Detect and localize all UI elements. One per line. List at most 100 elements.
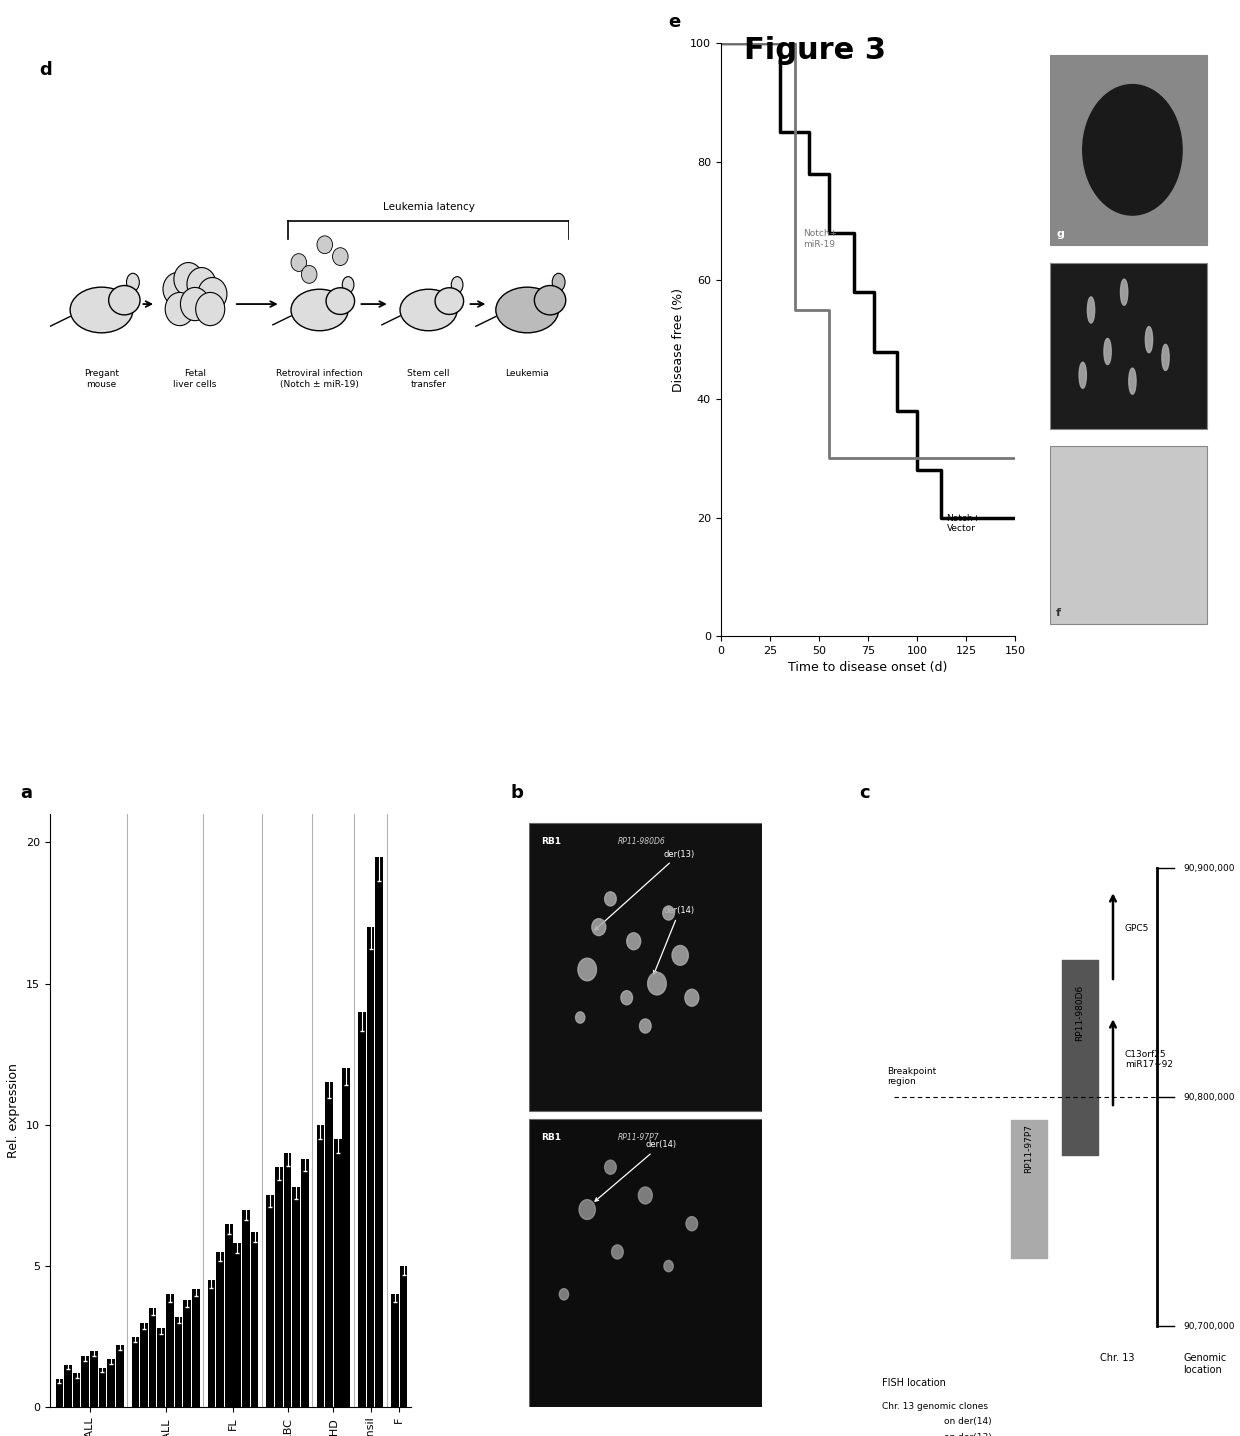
Text: Pregant
mouse: Pregant mouse bbox=[84, 369, 119, 389]
Text: Notch+
miR-19: Notch+ miR-19 bbox=[804, 230, 837, 248]
Circle shape bbox=[621, 991, 632, 1005]
Text: Notch+
Vector: Notch+ Vector bbox=[946, 514, 981, 533]
Circle shape bbox=[1087, 297, 1095, 323]
Text: Breakpoint
region: Breakpoint region bbox=[887, 1067, 936, 1087]
Circle shape bbox=[647, 972, 666, 995]
Text: der(14): der(14) bbox=[595, 1140, 677, 1200]
Bar bbox=[56, 1379, 63, 1407]
Bar bbox=[166, 1294, 174, 1407]
Bar bbox=[284, 1153, 291, 1407]
Ellipse shape bbox=[552, 273, 565, 292]
Circle shape bbox=[591, 919, 606, 936]
Y-axis label: Rel. expression: Rel. expression bbox=[7, 1063, 20, 1159]
Text: f: f bbox=[1056, 609, 1061, 619]
Circle shape bbox=[640, 1020, 651, 1032]
Text: Leukemia: Leukemia bbox=[506, 369, 549, 378]
Text: Leukemia latency: Leukemia latency bbox=[383, 202, 475, 213]
Bar bbox=[293, 1188, 300, 1407]
Bar bbox=[301, 1159, 309, 1407]
Text: 90,700,000: 90,700,000 bbox=[1183, 1323, 1235, 1331]
Circle shape bbox=[291, 254, 306, 271]
Text: Genomic
location: Genomic location bbox=[1183, 1353, 1226, 1374]
Bar bbox=[224, 1223, 233, 1407]
Circle shape bbox=[317, 236, 332, 254]
Bar bbox=[267, 1195, 274, 1407]
Circle shape bbox=[559, 1288, 569, 1300]
Circle shape bbox=[165, 293, 195, 326]
Circle shape bbox=[1121, 279, 1127, 306]
Circle shape bbox=[187, 267, 216, 300]
Ellipse shape bbox=[496, 287, 558, 333]
Circle shape bbox=[626, 933, 641, 949]
Ellipse shape bbox=[342, 277, 353, 293]
Bar bbox=[367, 928, 374, 1407]
Bar bbox=[334, 1139, 341, 1407]
Ellipse shape bbox=[435, 287, 464, 314]
Circle shape bbox=[1146, 326, 1153, 353]
Text: c: c bbox=[859, 784, 869, 803]
Text: on der(13): on der(13) bbox=[944, 1433, 991, 1436]
Bar bbox=[192, 1288, 200, 1407]
Circle shape bbox=[605, 892, 616, 906]
Text: Chr. 13: Chr. 13 bbox=[1100, 1353, 1135, 1363]
Circle shape bbox=[672, 945, 688, 965]
Bar bbox=[399, 1267, 408, 1407]
Circle shape bbox=[181, 287, 210, 320]
Bar bbox=[233, 1244, 241, 1407]
Text: der(13): der(13) bbox=[595, 850, 696, 931]
Text: RP11-980D6: RP11-980D6 bbox=[1075, 985, 1084, 1041]
Ellipse shape bbox=[451, 277, 463, 293]
Text: Fetal
liver cells: Fetal liver cells bbox=[174, 369, 217, 389]
Circle shape bbox=[639, 1188, 652, 1203]
Bar bbox=[157, 1328, 165, 1407]
Bar bbox=[184, 1300, 191, 1407]
Bar bbox=[149, 1308, 156, 1407]
Text: GPC5: GPC5 bbox=[1125, 923, 1149, 932]
Bar bbox=[107, 1360, 115, 1407]
Bar bbox=[64, 1364, 72, 1407]
Ellipse shape bbox=[291, 289, 348, 330]
Circle shape bbox=[684, 989, 699, 1007]
Text: der(14): der(14) bbox=[653, 906, 696, 974]
Ellipse shape bbox=[1083, 85, 1182, 215]
Bar bbox=[82, 1357, 89, 1407]
Circle shape bbox=[663, 1261, 673, 1272]
Text: RP11-97P7: RP11-97P7 bbox=[1024, 1124, 1033, 1173]
Bar bbox=[91, 1351, 98, 1407]
Circle shape bbox=[162, 273, 192, 306]
Bar bbox=[376, 856, 383, 1407]
Text: on der(14): on der(14) bbox=[944, 1417, 991, 1426]
Bar bbox=[131, 1337, 139, 1407]
Ellipse shape bbox=[401, 289, 458, 330]
Text: b: b bbox=[511, 784, 523, 803]
Bar bbox=[316, 1124, 325, 1407]
Text: Stem cell
transfer: Stem cell transfer bbox=[407, 369, 450, 389]
Bar bbox=[250, 1232, 258, 1407]
Ellipse shape bbox=[126, 273, 139, 292]
Bar bbox=[529, 1119, 761, 1407]
Circle shape bbox=[578, 958, 596, 981]
Circle shape bbox=[174, 263, 203, 296]
Bar bbox=[275, 1167, 283, 1407]
Ellipse shape bbox=[534, 286, 565, 314]
Circle shape bbox=[1128, 368, 1136, 395]
Bar bbox=[216, 1252, 224, 1407]
Text: RB1: RB1 bbox=[541, 1133, 560, 1142]
Bar bbox=[73, 1373, 81, 1407]
Text: Chr. 13 genomic clones: Chr. 13 genomic clones bbox=[883, 1402, 988, 1412]
Bar bbox=[140, 1323, 148, 1407]
Bar bbox=[1049, 263, 1207, 428]
Text: RB1: RB1 bbox=[541, 837, 560, 846]
Text: e: e bbox=[668, 13, 680, 32]
Text: RP11-97P7: RP11-97P7 bbox=[618, 1133, 658, 1142]
Circle shape bbox=[1079, 362, 1086, 388]
Text: a: a bbox=[21, 784, 32, 803]
Circle shape bbox=[662, 906, 675, 920]
Bar bbox=[99, 1367, 107, 1407]
Circle shape bbox=[1162, 345, 1169, 370]
Circle shape bbox=[301, 266, 317, 283]
Circle shape bbox=[1104, 339, 1111, 365]
Text: 90,800,000: 90,800,000 bbox=[1183, 1093, 1235, 1101]
X-axis label: Time to disease onset (d): Time to disease onset (d) bbox=[789, 662, 947, 675]
Circle shape bbox=[686, 1216, 698, 1231]
